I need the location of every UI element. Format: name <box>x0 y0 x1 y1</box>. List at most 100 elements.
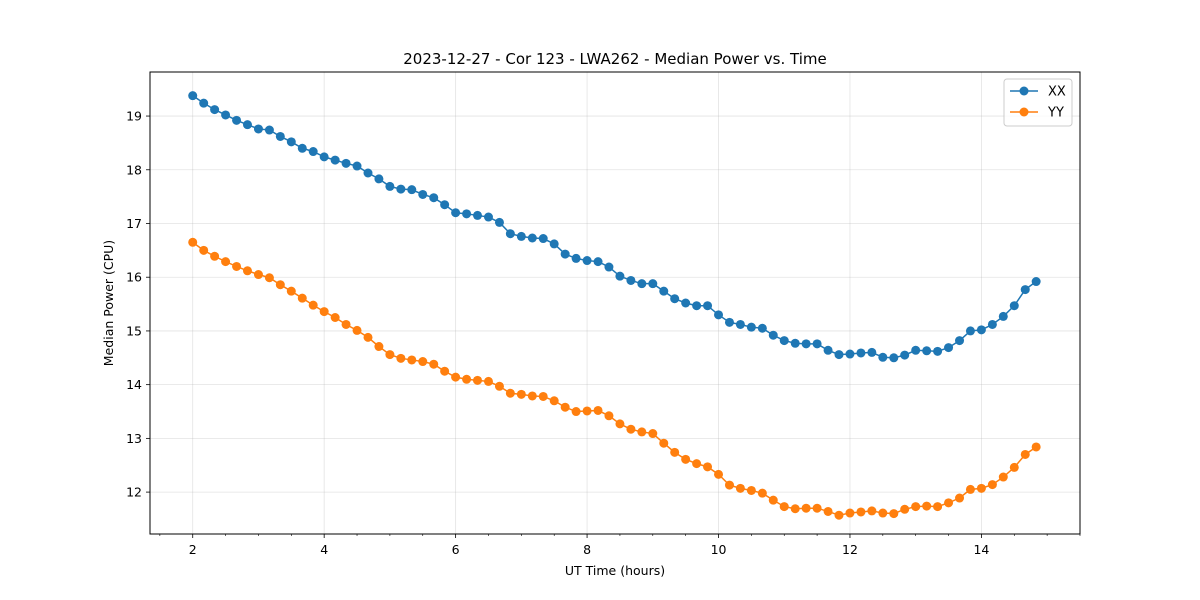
data-point-xx <box>1031 277 1041 287</box>
data-point-xx <box>275 131 285 141</box>
data-point-xx <box>582 256 592 266</box>
data-point-xx <box>987 319 997 329</box>
y-tick-label: 14 <box>126 377 142 392</box>
data-point-yy <box>768 495 778 505</box>
data-point-yy <box>845 508 855 518</box>
data-point-xx <box>210 105 220 115</box>
data-point-yy <box>549 396 559 406</box>
axis-ticks: 2 4 6 8 10 12 14 12 13 14 15 16 17 18 19 <box>126 109 1081 557</box>
data-point-yy <box>221 257 231 267</box>
data-point-yy <box>714 469 724 479</box>
data-point-yy <box>188 237 198 247</box>
data-point-xx <box>823 345 833 355</box>
data-point-yy <box>571 407 581 417</box>
legend-marker-yy <box>1019 107 1029 117</box>
data-point-xx <box>199 98 209 108</box>
data-point-xx <box>264 125 274 135</box>
data-point-xx <box>626 275 636 285</box>
data-point-yy <box>998 472 1008 482</box>
y-tick-label: 13 <box>126 431 142 446</box>
data-point-yy <box>1009 462 1019 472</box>
data-point-xx <box>637 279 647 289</box>
data-point-yy <box>615 419 625 429</box>
x-tick-label: 2 <box>189 542 197 557</box>
data-point-yy <box>253 270 263 280</box>
data-point-yy <box>418 357 428 367</box>
data-point-xx <box>1009 301 1019 311</box>
data-point-xx <box>538 234 548 244</box>
data-point-yy <box>757 488 767 498</box>
data-point-xx <box>330 155 340 165</box>
data-point-xx <box>297 143 307 153</box>
data-point-yy <box>385 350 395 360</box>
data-point-yy <box>812 503 822 513</box>
data-point-xx <box>735 319 745 329</box>
data-point-xx <box>965 326 975 336</box>
data-point-yy <box>264 273 274 283</box>
x-tick-label: 8 <box>583 542 591 557</box>
data-point-yy <box>911 502 921 512</box>
data-point-xx <box>593 257 603 267</box>
data-point-yy <box>976 483 986 493</box>
data-point-xx <box>812 339 822 349</box>
data-point-xx <box>801 339 811 349</box>
data-point-yy <box>692 459 702 469</box>
data-point-xx <box>955 336 965 346</box>
y-tick-label: 18 <box>126 162 142 177</box>
x-tick-label: 12 <box>842 542 858 557</box>
data-point-yy <box>560 402 570 412</box>
data-point-xx <box>363 168 373 178</box>
data-point-xx <box>308 147 318 157</box>
data-point-yy <box>834 510 844 520</box>
data-point-yy <box>648 429 658 439</box>
plot-frame <box>149 71 1081 535</box>
data-point-xx <box>648 279 658 289</box>
data-point-xx <box>604 262 614 272</box>
series-yy <box>188 237 1041 520</box>
data-point-yy <box>242 266 252 276</box>
data-point-yy <box>451 372 461 382</box>
data-point-yy <box>626 424 636 434</box>
data-point-xx <box>944 343 954 353</box>
data-point-yy <box>955 493 965 503</box>
data-point-xx <box>560 249 570 259</box>
data-point-xx <box>396 184 406 194</box>
legend: XX YY <box>1003 78 1073 127</box>
data-point-xx <box>878 352 888 362</box>
legend-marker-xx <box>1019 86 1029 96</box>
data-point-xx <box>407 185 417 195</box>
data-point-yy <box>407 355 417 365</box>
data-point-xx <box>429 193 439 203</box>
data-point-xx <box>473 210 482 220</box>
data-point-xx <box>341 158 351 168</box>
data-point-xx <box>933 346 943 356</box>
legend-label-xx: XX <box>1048 85 1066 100</box>
y-tick-label: 19 <box>126 109 142 124</box>
data-point-xx <box>527 233 537 243</box>
data-point-xx <box>440 200 450 210</box>
x-tick-label: 10 <box>711 542 727 557</box>
data-point-yy <box>396 353 406 363</box>
data-point-yy <box>505 388 515 398</box>
data-point-xx <box>922 346 932 356</box>
x-tick-label: 6 <box>452 542 460 557</box>
data-point-xx <box>670 294 680 304</box>
y-axis-label: Median Power (CPU) <box>101 240 116 366</box>
data-point-yy <box>670 447 680 457</box>
data-point-yy <box>429 359 439 369</box>
data-point-yy <box>483 376 493 386</box>
data-point-xx <box>232 115 242 125</box>
data-point-xx <box>418 189 428 199</box>
data-point-xx <box>1020 285 1030 295</box>
data-point-xx <box>998 311 1008 321</box>
grid <box>150 72 1080 534</box>
data-point-xx <box>221 110 231 120</box>
data-point-yy <box>801 503 811 513</box>
data-point-xx <box>856 348 866 358</box>
data-point-yy <box>341 319 351 329</box>
data-point-xx <box>681 298 691 308</box>
series-xx <box>188 91 1041 363</box>
data-point-yy <box>319 307 329 317</box>
data-point-xx <box>714 310 724 320</box>
